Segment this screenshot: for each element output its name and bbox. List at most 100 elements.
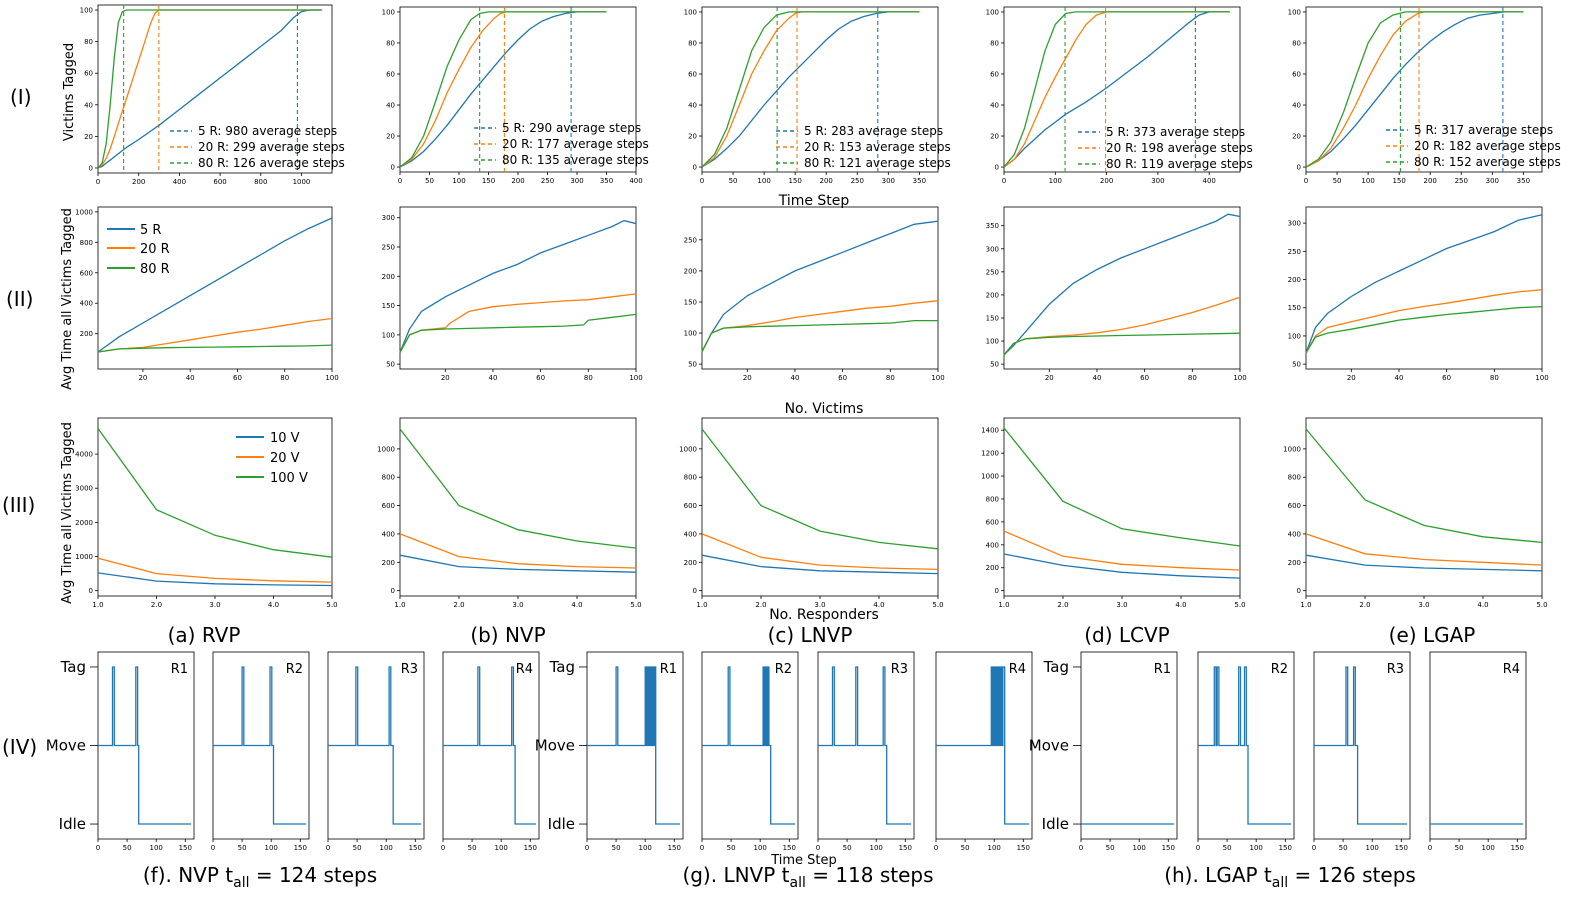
x-tick-label-III-e: 5.0 xyxy=(1536,601,1547,609)
y-tick-label-I-b: 60 xyxy=(386,70,395,78)
responder-label-IV-h3: R3 xyxy=(1387,662,1404,677)
y-tick-label-III-b: 1000 xyxy=(377,445,395,453)
x-tick-label-IV-f2: 50 xyxy=(238,844,247,852)
series-line-III-d-10v xyxy=(1003,553,1241,579)
panel-II-a: 20 40 60 80 100 200 400 600 800 1000 xyxy=(75,206,339,382)
panel-I-b: 0 50 100 150 200 250 300 350 400 0 20 40 60 80 100 5 R:… xyxy=(382,6,649,185)
series-line-III-c-20v xyxy=(701,533,939,571)
legend-label-I-a: 20 R: 299 average steps xyxy=(198,140,345,154)
x-tick-label-II-d: 40 xyxy=(1093,374,1102,382)
responder-label-IV-f3: R3 xyxy=(401,662,418,677)
y-tick-label-III-e: 800 xyxy=(1288,474,1301,482)
y-tick-label-II-d: 300 xyxy=(986,245,999,253)
x-tick-label-III-e: 2.0 xyxy=(1359,601,1370,609)
panel-II-b: 20 40 60 80 100 50 100 150 200 250 300 xyxy=(382,206,643,382)
x-tick-label-IV-f4: 0 xyxy=(441,844,445,852)
y-tick-label-I-a: 0 xyxy=(89,164,93,172)
y-tick-label-II-b: 150 xyxy=(382,302,395,310)
x-tick-label-II-c: 100 xyxy=(931,374,944,382)
series-line-IV-f2-r2 xyxy=(213,666,307,825)
x-tick-label-I-c: 300 xyxy=(882,177,895,185)
y-tick-label-II-c: 150 xyxy=(684,298,697,306)
x-tick-label-IV-f1: 0 xyxy=(96,844,100,852)
caption-g-sub: all xyxy=(790,875,806,891)
y-tick-label-III-d: 600 xyxy=(986,518,999,526)
y-tick-label-I-b: 0 xyxy=(391,164,395,172)
y-tick-label-I-b: 40 xyxy=(386,102,395,110)
x-tick-label-II-e: 20 xyxy=(1347,374,1356,382)
y-tick-label-III-c: 600 xyxy=(684,502,697,510)
axes-frame-II-b xyxy=(399,206,637,370)
series-line-III-e-10v xyxy=(1305,554,1543,572)
x-tick-label-IV-g4: 50 xyxy=(961,844,970,852)
legend-label-I-c: 80 R: 121 average steps xyxy=(804,156,951,170)
axes-frame-I-a xyxy=(97,4,333,174)
x-tick-label-I-e: 50 xyxy=(1333,177,1342,185)
series-line-III-a-20v xyxy=(97,557,333,583)
row2-xlabel: No. Victims xyxy=(785,401,864,417)
y-tick-label-I-a: 20 xyxy=(84,133,93,141)
y-tick-label-III-b: 600 xyxy=(382,502,395,510)
x-tick-label-IV-f1: 150 xyxy=(179,844,192,852)
x-tick-label-II-d: 80 xyxy=(1188,374,1197,382)
x-tick-label-III-c: 5.0 xyxy=(932,601,943,609)
x-tick-label-IV-h1: 0 xyxy=(1079,844,1083,852)
y-tick-label-II-c: 250 xyxy=(684,236,697,244)
series-line-II-c-5r xyxy=(701,220,939,352)
x-tick-label-IV-f2: 150 xyxy=(294,844,307,852)
panel-III-a: 1.0 2.0 3.0 4.0 5.0 0 1000 2000 3000 4000 xyxy=(75,417,338,609)
panel-III-e: 1.0 2.0 3.0 4.0 5.0 0 200 400 600 800 1000 xyxy=(1283,417,1548,609)
caption-f: (f). NVP tall = 124 steps xyxy=(143,863,377,891)
state-label-tag: Tag xyxy=(60,658,86,676)
y-tick-label-III-e: 200 xyxy=(1288,559,1301,567)
x-tick-label-III-e: 1.0 xyxy=(1300,601,1311,609)
x-tick-label-I-a: 400 xyxy=(173,178,186,186)
x-tick-label-I-b: 200 xyxy=(511,177,524,185)
x-tick-label-IV-h3: 150 xyxy=(1395,844,1408,852)
x-tick-label-IV-g2: 0 xyxy=(700,844,704,852)
series-line-I-d-20r xyxy=(1003,11,1230,168)
y-tick-label-II-a: 800 xyxy=(80,239,93,247)
y-tick-label-II-b: 50 xyxy=(386,361,395,369)
y-tick-label-III-a: 4000 xyxy=(75,451,93,459)
series-line-II-e-20r xyxy=(1305,289,1543,354)
y-tick-label-II-b: 200 xyxy=(382,273,395,281)
x-tick-label-I-e: 0 xyxy=(1304,177,1308,185)
legend-label-I-a: 5 R: 980 average steps xyxy=(198,124,337,138)
x-tick-label-I-b: 250 xyxy=(541,177,554,185)
series-line-I-c-80r xyxy=(701,11,920,168)
panel-IV-h1: 0 50 100 150 Idle Move Tag R1 xyxy=(1029,651,1178,852)
caption-f-sub: all xyxy=(233,875,249,891)
y-tick-label-I-e: 80 xyxy=(1292,39,1301,47)
y-tick-label-I-d: 0 xyxy=(995,164,999,172)
series-line-III-c-10v xyxy=(701,554,939,575)
panel-IV-f3: 0 50 100 150 R3 xyxy=(326,651,425,852)
x-tick-label-III-d: 3.0 xyxy=(1116,601,1127,609)
legend-label-I-e: 80 R: 152 average steps xyxy=(1414,155,1561,169)
legend-label-I-c: 5 R: 283 average steps xyxy=(804,124,943,138)
series-line-II-b-80r xyxy=(399,313,637,353)
y-tick-label-III-a: 0 xyxy=(89,587,93,595)
x-tick-label-IV-g4: 150 xyxy=(1017,844,1030,852)
x-tick-label-III-b: 4.0 xyxy=(571,601,582,609)
state-label-idle: Idle xyxy=(548,815,575,833)
x-tick-label-I-c: 0 xyxy=(700,177,704,185)
series-line-IV-g3-r3 xyxy=(818,666,912,825)
x-tick-label-IV-f1: 100 xyxy=(149,844,162,852)
series-line-II-b-5r xyxy=(399,219,637,353)
x-tick-label-II-b: 80 xyxy=(584,374,593,382)
row2-legend: 5 R 20 R 80 R xyxy=(107,223,170,277)
panel-IV-g3: 0 50 100 150 R3 xyxy=(816,651,915,852)
x-tick-label-I-b: 0 xyxy=(398,177,402,185)
series-line-I-e-20r xyxy=(1305,11,1524,168)
x-tick-label-IV-h1: 150 xyxy=(1162,844,1175,852)
x-tick-label-IV-h3: 50 xyxy=(1339,844,1348,852)
y-tick-label-I-e: 100 xyxy=(1288,8,1301,16)
x-tick-label-IV-f4: 150 xyxy=(524,844,537,852)
panel-II-d: 20 40 60 80 100 50 100 150 200 250 300 350 xyxy=(986,206,1247,382)
y-tick-label-II-b: 100 xyxy=(382,331,395,339)
x-tick-label-III-c: 4.0 xyxy=(873,601,884,609)
series-line-IV-h3-r3 xyxy=(1314,666,1408,825)
state-label-tag: Tag xyxy=(1043,658,1069,676)
y-tick-label-I-a: 40 xyxy=(84,101,93,109)
